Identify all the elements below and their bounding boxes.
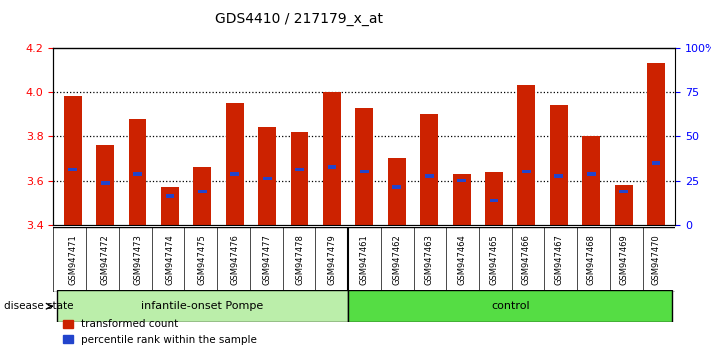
Text: GSM947471: GSM947471 — [68, 234, 77, 285]
Bar — [522, 170, 531, 173]
Text: GSM947479: GSM947479 — [328, 234, 336, 285]
Bar — [360, 170, 369, 173]
Bar — [555, 174, 563, 178]
Bar — [490, 199, 498, 202]
Bar — [388, 158, 406, 225]
Text: control: control — [491, 301, 530, 311]
Text: GSM947468: GSM947468 — [587, 234, 596, 285]
Bar — [68, 168, 77, 171]
Bar — [291, 132, 309, 225]
Bar — [615, 185, 633, 225]
Bar — [193, 167, 211, 225]
Bar — [582, 136, 600, 225]
Bar — [64, 97, 82, 225]
Bar — [230, 172, 239, 176]
Text: GSM947469: GSM947469 — [619, 234, 628, 285]
Bar — [328, 165, 336, 169]
Bar — [651, 161, 661, 165]
Bar — [198, 190, 207, 193]
Text: GDS4410 / 217179_x_at: GDS4410 / 217179_x_at — [215, 12, 383, 27]
Text: GSM947474: GSM947474 — [166, 234, 174, 285]
Bar — [485, 172, 503, 225]
Bar — [161, 187, 179, 225]
Bar — [226, 103, 244, 225]
Bar — [323, 92, 341, 225]
Bar — [295, 168, 304, 171]
Bar — [96, 145, 114, 225]
Bar — [348, 290, 672, 322]
Text: GSM947464: GSM947464 — [457, 234, 466, 285]
Bar — [420, 114, 438, 225]
Bar — [129, 119, 146, 225]
Bar — [133, 172, 142, 176]
Text: GSM947477: GSM947477 — [262, 234, 272, 285]
Text: infantile-onset Pompe: infantile-onset Pompe — [141, 301, 264, 311]
Bar — [619, 190, 628, 193]
Bar — [518, 85, 535, 225]
Bar — [647, 63, 665, 225]
Bar — [57, 290, 348, 322]
Bar — [457, 179, 466, 182]
Text: GSM947466: GSM947466 — [522, 234, 531, 285]
Text: GSM947473: GSM947473 — [133, 234, 142, 285]
Text: disease state: disease state — [4, 301, 73, 311]
Bar — [424, 174, 434, 178]
Bar — [101, 181, 109, 184]
Text: GSM947475: GSM947475 — [198, 234, 207, 285]
Text: GSM947472: GSM947472 — [101, 234, 109, 285]
Text: GSM947462: GSM947462 — [392, 234, 401, 285]
Text: GSM947461: GSM947461 — [360, 234, 369, 285]
Bar — [356, 108, 373, 225]
Bar — [166, 194, 174, 198]
Text: GSM947467: GSM947467 — [555, 234, 563, 285]
Bar — [550, 105, 567, 225]
Text: GSM947470: GSM947470 — [651, 234, 661, 285]
Bar — [263, 177, 272, 180]
Text: GSM947463: GSM947463 — [424, 234, 434, 285]
Text: GSM947476: GSM947476 — [230, 234, 240, 285]
Bar — [453, 174, 471, 225]
Legend: transformed count, percentile rank within the sample: transformed count, percentile rank withi… — [58, 315, 262, 349]
Text: GSM947478: GSM947478 — [295, 234, 304, 285]
Bar — [587, 172, 596, 176]
Bar — [392, 185, 401, 189]
Text: GSM947465: GSM947465 — [489, 234, 498, 285]
Bar — [258, 127, 276, 225]
